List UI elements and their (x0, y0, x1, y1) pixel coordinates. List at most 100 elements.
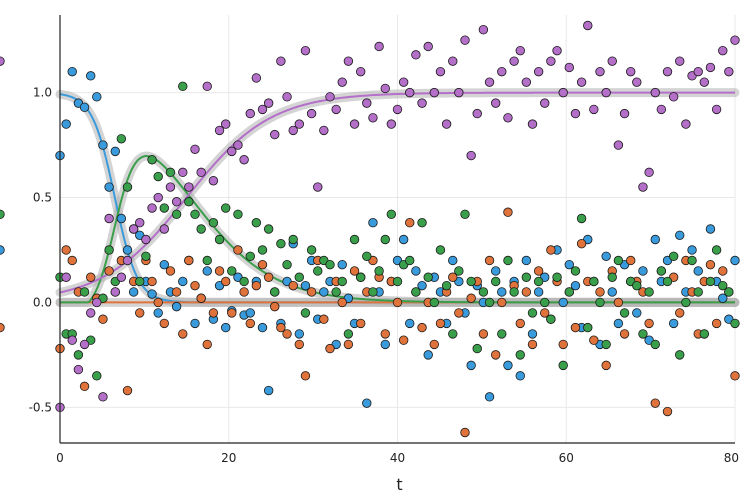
data-point-s3-109 (724, 66, 734, 77)
data-point-s3-63 (441, 119, 452, 129)
data-point-s2-87 (589, 276, 599, 287)
data-point-s1-41 (306, 287, 317, 297)
data-point-s0-22 (190, 318, 200, 329)
data-point-s2-68 (472, 343, 482, 354)
data-point-s2-41 (306, 245, 317, 255)
data-point-s3-21 (184, 182, 194, 192)
data-point-s3-20 (178, 167, 188, 178)
data-point-s2-67 (466, 276, 476, 287)
data-point-s3-46 (337, 77, 347, 87)
data-point-s2-110 (730, 318, 740, 329)
data-point-s2-39 (294, 272, 304, 282)
data-point-s3-16 (153, 192, 163, 203)
data-point-s3-53 (380, 83, 390, 94)
data-point-s3-83 (564, 62, 574, 73)
data-point-s0-77 (527, 329, 538, 339)
data-point-s3-66 (460, 35, 470, 45)
data-point-s3-98 (656, 104, 667, 115)
data-point-s2-62 (435, 245, 446, 255)
data-point-s1-27 (221, 276, 231, 287)
data-point-s1-44 (325, 343, 335, 354)
data-point-s2-34 (263, 224, 274, 234)
data-point-s1-13 (135, 308, 145, 318)
data-point-s1-106 (705, 259, 716, 270)
data-point-s0-53 (380, 339, 390, 350)
data-point-s2-75 (515, 350, 525, 360)
data-point-s3-94 (632, 77, 642, 87)
data-point-s2-21 (184, 197, 194, 207)
data-point-s1-56 (398, 335, 409, 345)
data-point-s3-31 (245, 108, 255, 119)
data-point-s1-92 (619, 329, 630, 339)
data-point-s0-108 (718, 293, 728, 303)
data-point-s2-108 (718, 280, 728, 291)
data-point-s3-48 (349, 119, 360, 129)
data-point-s3-73 (503, 113, 513, 123)
data-point-s3-79 (540, 98, 550, 108)
data-point-s2-97 (650, 339, 660, 350)
x-tick-label-4: 80 (724, 451, 739, 465)
data-point-s1-82 (558, 339, 568, 350)
data-point-s2-31 (245, 251, 255, 261)
data-point-s3-15 (147, 203, 157, 213)
data-point-s2-13 (135, 276, 145, 287)
data-point-s2-49 (356, 272, 366, 282)
data-point-s2-6 (92, 371, 102, 381)
data-point-s1-28 (227, 308, 237, 318)
data-point-s1-25 (208, 308, 219, 318)
data-point-s2-35 (270, 287, 280, 297)
data-point-s2-36 (276, 238, 286, 249)
data-point-s2-4 (79, 287, 90, 297)
data-point-s2-61 (429, 297, 439, 308)
data-point-s0-100 (668, 318, 679, 329)
data-point-s2-83 (564, 287, 574, 297)
data-point-s2-16 (153, 171, 163, 182)
data-point-s3-77 (527, 119, 538, 129)
data-point-s2-81 (552, 272, 562, 282)
data-point-s3-99 (662, 66, 673, 77)
data-point-s2-60 (423, 272, 433, 282)
y-tick-label-3: 1.0 (33, 86, 52, 100)
data-point-s1-57 (405, 218, 415, 228)
data-point-s2-78 (533, 276, 544, 287)
data-point-s1-53 (380, 329, 390, 339)
data-point-s3-1 (61, 272, 71, 282)
data-point-s2-73 (503, 255, 513, 266)
data-point-s0-76 (521, 255, 532, 266)
data-point-s0-95 (638, 266, 648, 276)
x-tick-label-2: 40 (390, 451, 405, 465)
data-point-s0-57 (405, 318, 415, 329)
data-point-s3-106 (705, 62, 716, 73)
data-point-s0-91 (613, 318, 624, 329)
data-point-s3-100 (668, 92, 679, 102)
data-point-s1-16 (153, 297, 163, 308)
data-point-s3-27 (221, 119, 231, 129)
data-point-s1-73 (503, 207, 513, 217)
data-point-s3-28 (227, 146, 237, 157)
data-point-s0-111 (0, 245, 5, 255)
data-point-s0-56 (398, 234, 409, 245)
data-point-s3-29 (233, 140, 243, 150)
data-point-s0-59 (417, 280, 427, 291)
data-point-s1-66 (460, 427, 470, 438)
data-point-s3-70 (484, 77, 495, 87)
data-point-s1-62 (435, 318, 446, 329)
data-point-s2-104 (693, 287, 703, 297)
data-point-s1-11 (122, 385, 133, 396)
data-point-s3-9 (110, 287, 120, 297)
data-point-s1-36 (276, 322, 286, 333)
data-point-s3-49 (356, 66, 366, 77)
data-point-s2-58 (411, 287, 421, 297)
data-point-s0-33 (257, 322, 268, 333)
data-point-s3-19 (171, 197, 182, 207)
data-point-s2-23 (196, 224, 206, 234)
data-point-s1-70 (484, 255, 495, 266)
data-point-s3-95 (638, 182, 648, 192)
data-point-s0-16 (153, 308, 163, 318)
data-point-s1-24 (202, 339, 212, 350)
data-point-s0-40 (300, 280, 311, 291)
data-point-s1-80 (546, 245, 556, 255)
data-point-s1-33 (257, 259, 268, 270)
data-point-s2-22 (190, 209, 200, 220)
data-point-s3-3 (73, 364, 84, 375)
